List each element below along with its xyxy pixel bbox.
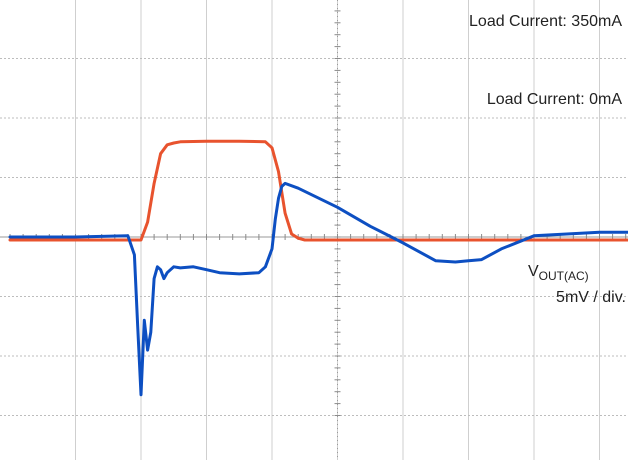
vout-subscript: OUT(AC): [539, 269, 589, 283]
vout-label: VOUT(AC): [528, 263, 589, 283]
load-current-low-label: Load Current: 0mA: [487, 91, 623, 108]
vout-scale-label: 5mV / div.: [556, 289, 626, 306]
load-current-high-label: Load Current: 350mA: [469, 13, 622, 30]
vout-trace: [8, 181, 628, 397]
vout-main: V: [528, 263, 539, 280]
load-current-trace: [8, 139, 628, 242]
waveform-traces: [8, 139, 628, 397]
